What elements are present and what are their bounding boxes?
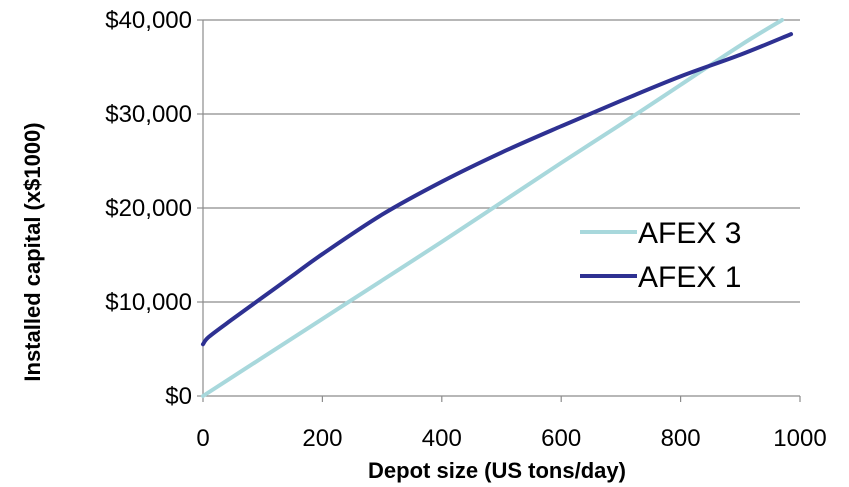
y-tick-label: $30,000: [105, 101, 192, 128]
y-tick-label: $0: [165, 383, 192, 410]
x-axis-label: Depot size (US tons/day): [368, 458, 626, 483]
x-tick-label: 0: [196, 425, 209, 452]
x-tick-label: 400: [422, 425, 462, 452]
x-tick-label: 600: [541, 425, 581, 452]
x-tick-label: 800: [661, 425, 701, 452]
x-tick-labels: 0 200 400 600 800 1000: [196, 425, 826, 452]
x-tick-label: 200: [302, 425, 342, 452]
y-tick-labels: $0 $10,000 $20,000 $30,000 $40,000: [105, 7, 192, 410]
legend: AFEX 3 AFEX 1: [580, 217, 741, 294]
y-tick-label: $40,000: [105, 7, 192, 34]
legend-label: AFEX 3: [638, 217, 741, 250]
series-line-afex-1: [201, 32, 794, 347]
series-line-afex-3: [201, 18, 785, 398]
x-tick-label: 1000: [773, 425, 826, 452]
y-axis-label: Installed capital (x$1000): [20, 122, 45, 381]
y-tick-label: $20,000: [105, 195, 192, 222]
axes: [197, 19, 801, 402]
y-tick-label: $10,000: [105, 289, 192, 316]
series-lines: [201, 18, 794, 398]
gridlines: [203, 19, 800, 303]
legend-label: AFEX 1: [638, 261, 741, 294]
